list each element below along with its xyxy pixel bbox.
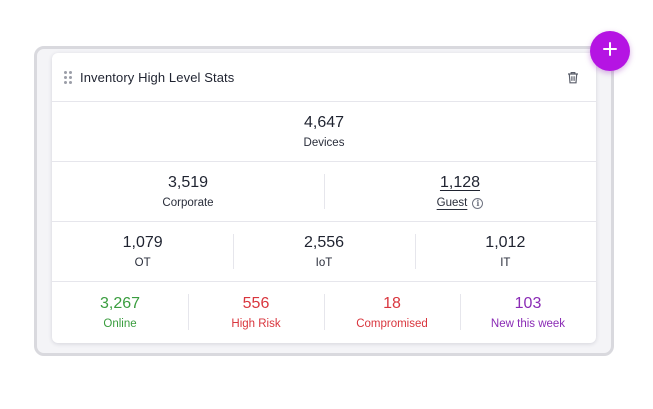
guest-value-link[interactable]: 1,128: [439, 174, 481, 191]
stat-label: New this week: [490, 317, 566, 330]
stat-high-risk: 556 High Risk: [188, 282, 324, 342]
stat-new-this-week: 103 New this week: [460, 282, 596, 342]
guest-label-link[interactable]: Guest: [436, 197, 468, 209]
drag-handle-icon[interactable]: [64, 70, 72, 84]
stat-compromised: 18 Compromised: [324, 282, 460, 342]
stat-online: 3,267 Online: [52, 282, 188, 342]
stat-value: 4,647: [303, 114, 345, 131]
stat-label: Online: [103, 317, 137, 330]
category-row: 1,079 OT 2,556 IoT 1,012 IT: [52, 222, 596, 282]
plus-icon: [602, 41, 618, 62]
stat-corporate: 3,519 Corporate: [52, 162, 324, 221]
stat-value: 103: [514, 294, 542, 312]
stat-value: 2,556: [303, 234, 345, 251]
stat-label: High Risk: [231, 317, 281, 330]
stat-label: Corporate: [162, 197, 214, 209]
widget-header: Inventory High Level Stats: [52, 53, 596, 102]
stat-label: IoT: [315, 257, 333, 269]
stat-label: Compromised: [356, 317, 428, 330]
stat-value: 3,267: [99, 294, 141, 312]
stat-ot: 1,079 OT: [52, 222, 233, 281]
stat-iot: 2,556 IoT: [233, 222, 414, 281]
stat-label: Devices: [303, 137, 345, 149]
stat-value: 556: [242, 294, 270, 312]
widget-title: Inventory High Level Stats: [80, 69, 235, 85]
stat-total-devices: 4,647 Devices: [52, 102, 596, 161]
stat-value: 1,012: [485, 234, 526, 251]
stat-label: OT: [134, 257, 151, 269]
stat-label: IT: [500, 257, 511, 269]
trash-icon[interactable]: [564, 68, 582, 86]
stat-value: 3,519: [167, 174, 209, 191]
stat-label-wrap: Guest i: [437, 196, 484, 210]
segment-row: 3,519 Corporate 1,128 Guest i: [52, 162, 596, 222]
stat-value: 18: [383, 294, 401, 312]
add-widget-button[interactable]: [590, 31, 630, 71]
inventory-stats-widget: Inventory High Level Stats 4,647 Devices…: [52, 53, 596, 343]
total-devices-row: 4,647 Devices: [52, 102, 596, 162]
stat-guest: 1,128 Guest i: [324, 162, 596, 221]
info-icon[interactable]: i: [472, 197, 484, 209]
status-row: 3,267 Online 556 High Risk 18 Compromise…: [52, 282, 596, 342]
stat-value: 1,079: [122, 234, 163, 251]
stat-it: 1,012 IT: [414, 222, 596, 281]
